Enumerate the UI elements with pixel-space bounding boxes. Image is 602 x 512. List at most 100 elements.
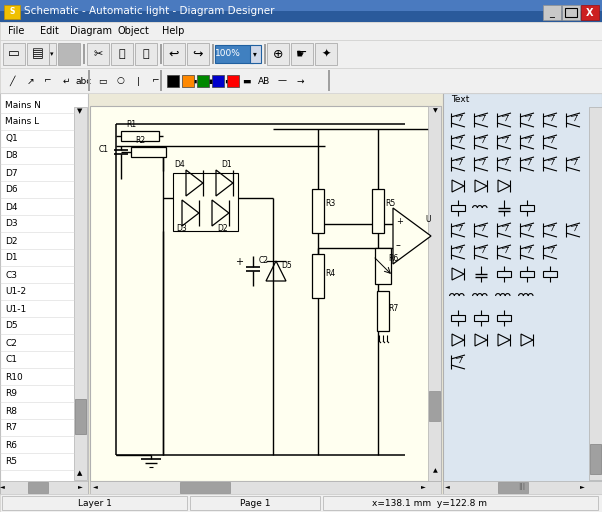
Text: +: +: [396, 217, 403, 226]
Text: ◄: ◄: [445, 484, 449, 489]
Text: ▲: ▲: [433, 468, 438, 474]
Text: ▾: ▾: [50, 51, 54, 57]
Bar: [58, 43, 80, 65]
Text: C1: C1: [5, 355, 17, 365]
Text: ↗: ↗: [26, 76, 34, 86]
Text: ▭: ▭: [8, 48, 20, 60]
Text: Mains N: Mains N: [5, 100, 41, 110]
Text: D4: D4: [174, 160, 185, 169]
Bar: [520, 271, 534, 277]
Text: ⌐: ⌐: [152, 76, 160, 86]
Text: ►: ►: [421, 484, 426, 489]
Polygon shape: [393, 208, 431, 264]
Text: R4: R4: [325, 269, 335, 278]
Bar: [429, 391, 440, 421]
Text: ▬: ▬: [242, 76, 250, 86]
Bar: [0, 0, 602, 11]
Bar: [543, 5, 561, 20]
Bar: [372, 189, 384, 233]
Bar: [83, 44, 84, 64]
Text: |: |: [137, 76, 140, 86]
Text: ⬜: ⬜: [143, 49, 149, 59]
Text: U: U: [425, 215, 430, 224]
Bar: [291, 43, 313, 65]
Bar: [212, 44, 214, 64]
Text: File: File: [8, 26, 24, 36]
Bar: [121, 131, 159, 141]
Bar: [3, 43, 25, 65]
Bar: [49, 43, 56, 65]
Bar: [180, 482, 230, 493]
Text: abc: abc: [76, 76, 92, 86]
Bar: [197, 75, 209, 87]
Text: Page 1: Page 1: [240, 499, 270, 507]
Bar: [131, 147, 166, 157]
Text: C2: C2: [259, 256, 269, 265]
Bar: [0, 68, 602, 93]
Bar: [565, 8, 577, 17]
Bar: [250, 45, 261, 63]
Text: Layer 1: Layer 1: [78, 499, 112, 507]
Bar: [451, 315, 465, 321]
Bar: [28, 482, 48, 493]
Text: ◄: ◄: [93, 484, 98, 489]
Bar: [562, 5, 580, 20]
Bar: [27, 43, 49, 65]
Text: R7: R7: [5, 423, 17, 433]
Text: D5: D5: [281, 261, 292, 270]
Text: ◄: ◄: [0, 484, 4, 489]
Bar: [590, 444, 601, 474]
Bar: [328, 70, 329, 91]
Bar: [264, 44, 265, 64]
Text: U1-1: U1-1: [5, 305, 26, 313]
Text: ╱: ╱: [9, 76, 14, 86]
Bar: [543, 271, 557, 277]
Bar: [227, 75, 239, 87]
Text: ✂: ✂: [93, 49, 103, 59]
Text: –: –: [396, 240, 401, 250]
Text: Help: Help: [162, 26, 184, 36]
Text: R2: R2: [135, 136, 145, 145]
Text: ⬜: ⬜: [119, 49, 125, 59]
Bar: [443, 481, 602, 494]
Text: R10: R10: [5, 373, 23, 381]
Text: —: —: [278, 76, 287, 86]
Text: R8: R8: [5, 407, 17, 416]
Text: ▼: ▼: [433, 109, 438, 114]
Bar: [75, 399, 86, 434]
Bar: [215, 45, 253, 63]
Bar: [0, 481, 88, 494]
Bar: [428, 106, 441, 481]
Text: AB: AB: [258, 76, 270, 86]
Bar: [0, 22, 602, 40]
Text: X: X: [586, 8, 594, 17]
Bar: [0, 494, 602, 512]
Text: Diagram: Diagram: [70, 26, 112, 36]
Bar: [520, 205, 534, 211]
Text: ▤: ▤: [32, 48, 44, 60]
Text: D6: D6: [5, 185, 17, 195]
Text: R6: R6: [388, 254, 399, 263]
Text: ▬: ▬: [188, 76, 196, 86]
Text: ⊕: ⊕: [273, 48, 284, 60]
Bar: [312, 254, 324, 298]
Bar: [497, 271, 511, 277]
Bar: [111, 43, 133, 65]
Text: S: S: [9, 8, 14, 16]
Bar: [312, 189, 324, 233]
Text: Edit: Edit: [40, 26, 59, 36]
Bar: [315, 43, 337, 65]
Text: ►: ►: [580, 484, 585, 489]
Text: D3: D3: [176, 224, 187, 233]
Bar: [190, 496, 320, 510]
Bar: [88, 70, 90, 91]
Bar: [0, 93, 88, 494]
Bar: [0, 0, 602, 22]
Text: D2: D2: [5, 237, 17, 245]
Bar: [74, 107, 87, 480]
Text: →: →: [296, 76, 304, 86]
Bar: [212, 75, 224, 87]
Text: ☛: ☛: [296, 48, 308, 60]
Bar: [135, 43, 157, 65]
Text: D3: D3: [5, 220, 17, 228]
